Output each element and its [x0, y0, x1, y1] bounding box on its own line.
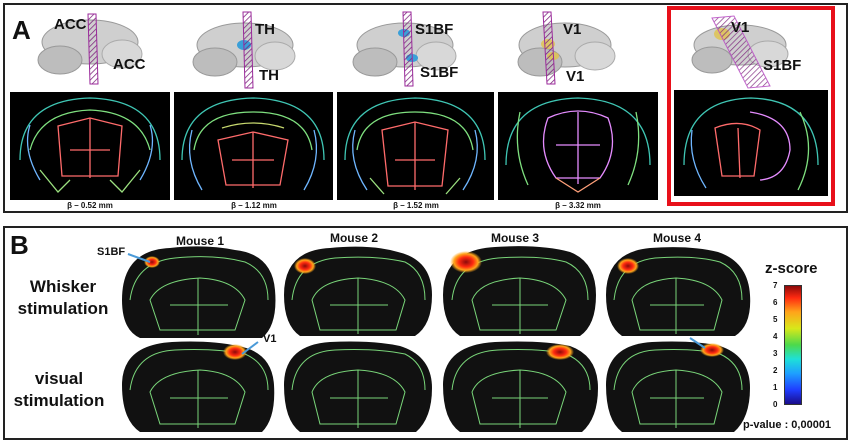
- brain-section-mouse4-whisker: [606, 247, 751, 336]
- colorbar-tick-7: 7: [773, 281, 778, 290]
- brain-3d-model-1: [37, 13, 143, 85]
- highlight-box-oblique: [667, 6, 835, 206]
- coronal-plane-3: [402, 11, 414, 87]
- slice-caption-1: β – 0.52 mm: [67, 201, 113, 210]
- colorbar-tick-6: 6: [773, 298, 778, 307]
- activation-mouse3-whisker: [450, 251, 482, 273]
- colorbar-tick-0: 0: [773, 400, 778, 409]
- coronal-plane-2: [242, 11, 254, 89]
- oblique-slice-5: [674, 90, 828, 196]
- label-th-top: TH: [255, 21, 275, 38]
- label-acc-top: ACC: [54, 16, 87, 33]
- annotation-v1: V1: [263, 333, 277, 345]
- colorbar-tick-3: 3: [773, 349, 778, 358]
- slice-caption-4: β – 3.32 mm: [555, 201, 601, 210]
- label-v1-oblique: V1: [731, 19, 750, 36]
- brain-section-mouse1-whisker: [122, 246, 276, 338]
- colorbar-tick-1: 1: [773, 383, 778, 392]
- oblique-plane-5: [711, 15, 771, 89]
- label-s1bf-oblique: S1BF: [763, 57, 802, 74]
- brain-3d-model-5: [691, 15, 789, 89]
- p-value-label: p-value : 0,00001: [743, 419, 832, 431]
- brain-3d-model-4: [517, 11, 616, 85]
- panel-b-letter: B: [10, 230, 29, 260]
- mouse-label-1: Mouse 1: [175, 234, 224, 248]
- label-acc-bottom: ACC: [113, 56, 146, 73]
- arrow-v1-mouse4: [689, 337, 706, 349]
- activation-mouse1-whisker: [144, 256, 160, 268]
- mouse-label-2: Mouse 2: [329, 231, 378, 245]
- row-label-whisker: Whisker stimulation: [17, 277, 109, 318]
- activation-mouse4-whisker: [617, 258, 639, 274]
- label-v1-bottom: V1: [566, 68, 585, 85]
- coronal-plane-4: [542, 11, 556, 85]
- mouse-label-4: Mouse 4: [652, 231, 701, 245]
- colorbar-tick-5: 5: [773, 315, 778, 324]
- mouse-label-3: Mouse 3: [490, 231, 539, 245]
- brain-3d-model-2: [192, 11, 296, 89]
- panel-a-atlas-overlays: [19, 97, 819, 195]
- label-s1bf-top: S1BF: [415, 21, 454, 38]
- panel-a-brain-models: [37, 11, 789, 89]
- activation-mouse4-visual: [700, 343, 724, 357]
- arrow-s1bf: [127, 253, 151, 263]
- label-s1bf-bottom: S1BF: [420, 64, 459, 81]
- activation-mouse3-visual: [546, 344, 574, 360]
- colorbar-title: z-score: [765, 260, 818, 277]
- label-v1-top: V1: [563, 21, 582, 38]
- brain-3d-model-3: [352, 11, 457, 87]
- colorbar-tick-2: 2: [773, 366, 778, 375]
- activation-mouse2-whisker: [294, 258, 316, 274]
- slice-caption-2: β – 1.12 mm: [231, 201, 277, 210]
- zscore-colorbar: [784, 285, 802, 405]
- row-label-visual: visual stimulation: [13, 369, 105, 410]
- activation-mouse1-visual: [223, 344, 247, 360]
- annotation-s1bf: S1BF: [97, 246, 126, 258]
- arrow-v1-mouse1: [241, 341, 259, 355]
- colorbar-tick-4: 4: [773, 332, 778, 341]
- brain-section-mouse4-visual: [606, 341, 750, 432]
- slice-caption-3: β – 1.52 mm: [393, 201, 439, 210]
- label-th-bottom: TH: [259, 67, 279, 84]
- panel-a-letter: A: [12, 15, 31, 45]
- coronal-plane-1: [87, 13, 99, 85]
